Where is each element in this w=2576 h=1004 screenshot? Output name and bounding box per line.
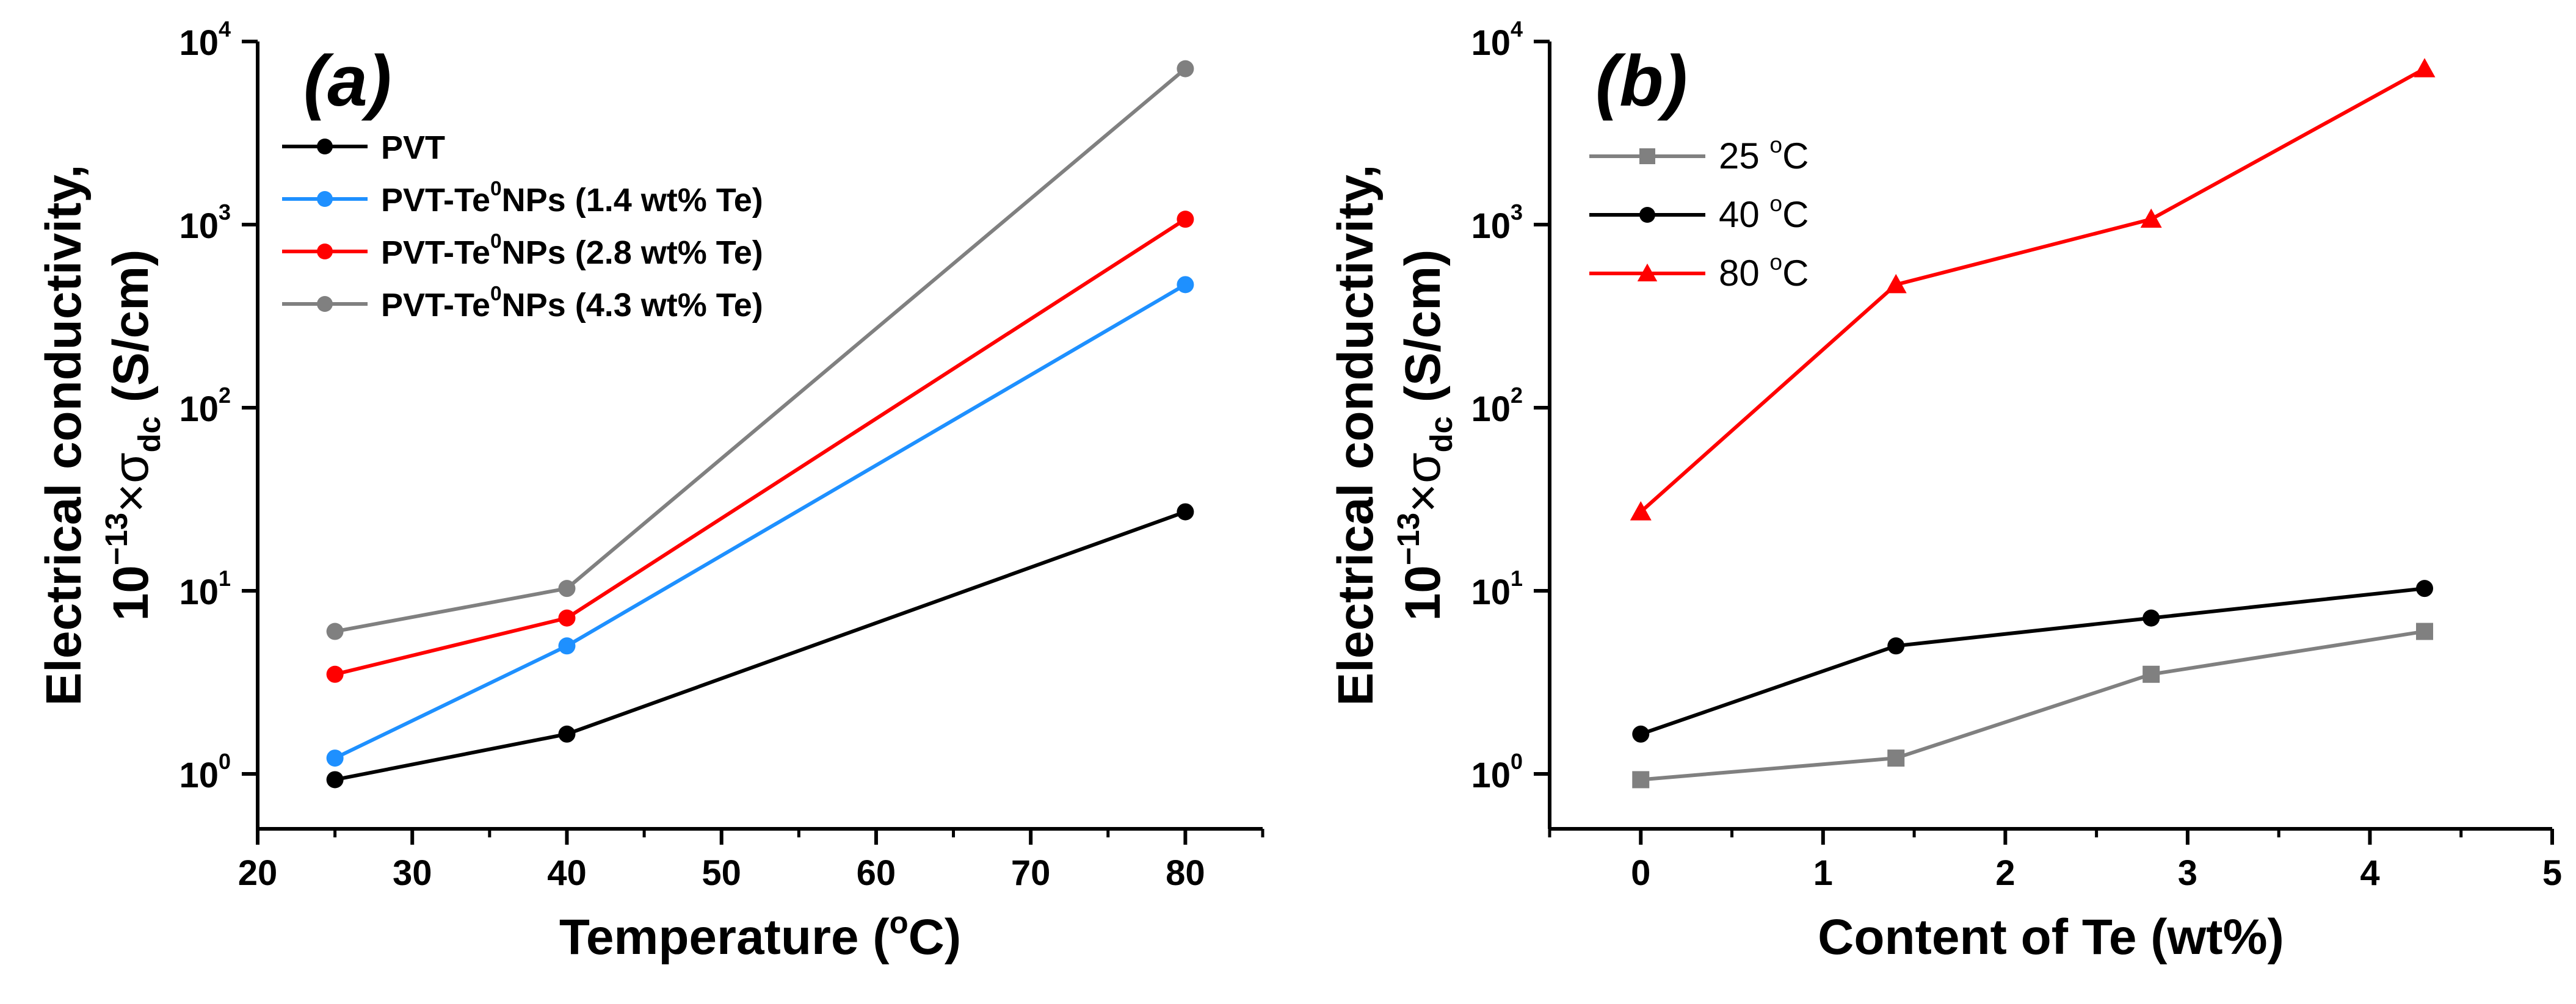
- data-point: [1632, 725, 1650, 743]
- legend-label: 40 oC: [1719, 190, 1809, 235]
- data-point: [326, 665, 344, 683]
- legend-item: 80 oC: [1589, 249, 1809, 294]
- series-3: [326, 60, 1194, 640]
- data-point: [326, 623, 344, 640]
- data-point: [317, 139, 333, 154]
- y-axis-title-line1: Electrical conductivity,: [1328, 164, 1384, 706]
- y-tick-label: 101: [179, 566, 231, 612]
- data-point: [2142, 609, 2160, 627]
- y-axis-title-line2: 10−13×σdc (S/cm): [99, 250, 167, 621]
- data-point: [1177, 276, 1194, 294]
- x-tick-label: 50: [702, 853, 741, 893]
- y-tick-label: 102: [179, 383, 231, 429]
- x-tick-label: 1: [1813, 853, 1833, 893]
- x-axis-title: Temperature (oC): [559, 905, 961, 965]
- series-line: [335, 67, 1187, 634]
- series-0: [1632, 623, 2434, 789]
- legend-item: 40 oC: [1589, 190, 1809, 235]
- data-point: [326, 771, 344, 789]
- data-point-triangle: [2414, 58, 2436, 78]
- series-0: [326, 503, 1194, 789]
- data-point: [317, 296, 333, 312]
- series-2: [326, 211, 1194, 683]
- x-tick-label: 5: [2542, 853, 2562, 893]
- x-tick-label: 80: [1166, 853, 1205, 893]
- data-point-triangle: [2140, 208, 2162, 228]
- panel-a: 20 30 40 50 60 70 80 100 101 102 103 104 (a) Electric…: [36, 16, 1264, 965]
- y-tick-label: 103: [179, 200, 231, 246]
- legend-label: PVT-Te0NPs (4.3 wt% Te): [381, 283, 763, 323]
- series-line: [335, 510, 1186, 782]
- series-line: [334, 283, 1186, 760]
- data-point: [1177, 60, 1194, 78]
- data-point-square: [1639, 148, 1655, 164]
- data-point-square: [2142, 665, 2160, 683]
- series-line: [1639, 67, 2426, 513]
- panel-label: (b): [1595, 41, 1688, 121]
- legend-label: PVT: [381, 129, 445, 166]
- data-point-triangle: [1637, 263, 1658, 281]
- y-tick-label: 100: [1471, 749, 1523, 795]
- data-point-square: [1632, 771, 1650, 789]
- y-tick-label: 104: [179, 16, 231, 63]
- data-point: [1887, 637, 1905, 655]
- y-tick-label: 100: [179, 749, 231, 795]
- data-point: [1639, 207, 1655, 223]
- legend: PVT PVT-Te0NPs (1.4 wt% Te) PVT-Te0NPs (2.…: [282, 129, 763, 323]
- x-tick-label: 30: [393, 853, 432, 893]
- legend-label: PVT-Te0NPs (2.8 wt% Te): [381, 230, 763, 271]
- data-point: [558, 609, 576, 627]
- x-tick-label: 70: [1011, 853, 1051, 893]
- data-point: [1177, 211, 1194, 228]
- legend-item: 25 oC: [1589, 132, 1809, 176]
- legend-label: 80 oC: [1719, 249, 1809, 294]
- x-tick-label: 40: [547, 853, 587, 893]
- y-tick-label: 104: [1471, 16, 1523, 63]
- series-1: [326, 276, 1194, 767]
- series-line: [1641, 629, 2425, 782]
- x-axis-title: Content of Te (wt%): [1818, 909, 2284, 965]
- data-point: [2416, 580, 2434, 598]
- legend-item: PVT-Te0NPs (4.3 wt% Te): [282, 283, 763, 323]
- data-point: [558, 580, 576, 598]
- panel-b: 0 1 2 3 4 5 100 101 102 103 104 (b) Electrical condu…: [1328, 16, 2562, 965]
- x-tick-label: 0: [1631, 853, 1650, 893]
- panel-label: (a): [303, 41, 391, 121]
- data-point-square: [1887, 749, 1905, 767]
- data-point-triangle: [1885, 273, 1907, 294]
- x-tick-label: 20: [238, 853, 278, 893]
- x-tick-label: 60: [857, 853, 896, 893]
- series-line: [1640, 587, 2425, 736]
- y-tick-label: 102: [1471, 383, 1523, 429]
- x-tick-label: 4: [2360, 853, 2379, 893]
- legend-item: PVT-Te0NPs (1.4 wt% Te): [282, 178, 763, 218]
- data-point-square: [2416, 623, 2434, 640]
- data-point: [1177, 503, 1194, 521]
- legend-item: PVT: [282, 129, 445, 166]
- y-axis-title-line1: Electrical conductivity,: [36, 164, 92, 706]
- legend: 25 oC 40 oC 80 oC: [1589, 132, 1809, 294]
- y-axis-title-line2: 10−13×σdc (S/cm): [1391, 250, 1459, 621]
- legend-label: PVT-Te0NPs (1.4 wt% Te): [381, 178, 763, 218]
- x-tick-label: 2: [1995, 853, 2015, 893]
- data-point: [317, 244, 333, 259]
- y-tick-label: 101: [1471, 566, 1523, 612]
- legend-item: PVT-Te0NPs (2.8 wt% Te): [282, 230, 763, 271]
- data-point: [317, 191, 333, 207]
- data-point: [326, 749, 344, 767]
- series-1: [1632, 580, 2434, 743]
- data-point: [558, 637, 576, 655]
- legend-label: 25 oC: [1719, 132, 1809, 176]
- y-tick-label: 103: [1471, 200, 1523, 246]
- data-point-triangle: [1630, 501, 1652, 521]
- x-tick-label: 3: [2178, 853, 2197, 893]
- data-point: [558, 725, 576, 743]
- series-2: [1630, 58, 2436, 521]
